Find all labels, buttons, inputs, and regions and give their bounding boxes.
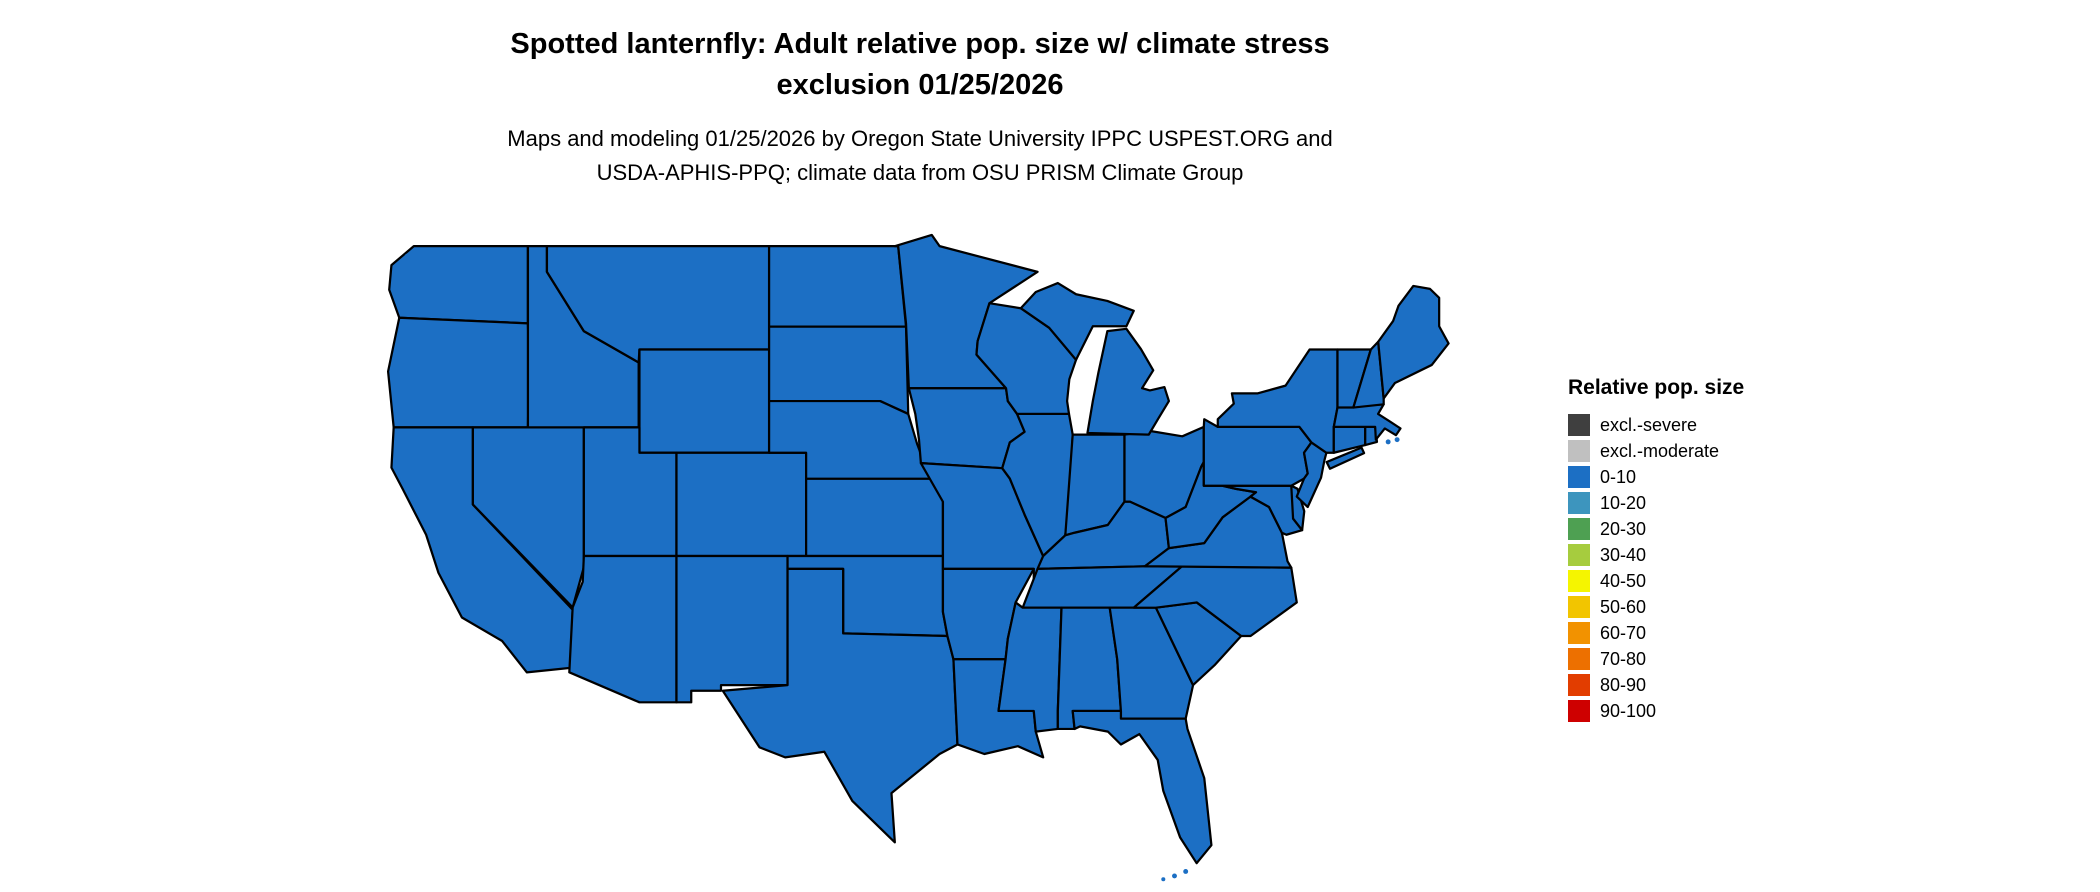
figure-subtitle: Maps and modeling 01/25/2026 by Oregon S… [0,122,1840,190]
legend-item-60-70: 60-70 [1568,620,1744,646]
legend-swatch [1568,596,1590,618]
legend-label: 60-70 [1600,623,1647,643]
state-kansas [805,477,945,558]
state-washington [388,245,530,325]
legend-label: 30-40 [1600,545,1647,565]
legend-label: excl.-severe [1600,415,1698,435]
state-oregon [386,316,531,429]
legend-item-80-90: 80-90 [1568,672,1744,698]
legend-label: 0-10 [1600,467,1637,487]
legend-item-70-80: 70-80 [1568,646,1744,672]
legend-label: 70-80 [1600,649,1647,669]
legend-swatch [1568,700,1590,722]
nantucket-island [1394,437,1400,443]
state-maine [1377,284,1450,400]
state-new-hampshire [1352,340,1385,409]
state-texas [721,567,959,844]
florida-keys-island [1172,873,1177,879]
legend-label: 40-50 [1600,571,1647,591]
legend-item-excl-moderate: excl.-moderate [1568,438,1744,464]
marthas-vineyard-island [1385,439,1391,445]
long-island [1325,446,1366,470]
state-colorado [675,451,808,558]
small-islands [404,253,1400,882]
legend-title: Relative pop. size [1568,376,1745,399]
legend-item-30-40: 30-40 [1568,542,1744,568]
legend-label: 50-60 [1600,597,1647,617]
legend-label: 90-100 [1600,701,1657,721]
legend-item-10-20: 10-20 [1568,490,1744,516]
state-delaware [1290,484,1306,532]
state-north-dakota [767,245,908,328]
state-massachusetts [1332,403,1402,441]
legend-label: 80-90 [1600,675,1647,695]
figure-title: Spotted lanternfly: Adult relative pop. … [0,24,1840,106]
state-florida [1071,709,1213,865]
legend-swatch [1568,518,1590,540]
legend-rows: excl.-severe excl.-moderate 0-10 10-20 20-30… [1568,412,1744,724]
legend-swatch [1568,674,1590,696]
legend-item-50-60: 50-60 [1568,594,1744,620]
state-new-mexico [675,554,789,704]
legend-label: excl.-moderate [1600,441,1720,461]
florida-keys-island [1161,877,1166,882]
us-choropleth-map [380,226,1460,886]
state-michigan-lower-peninsula [1086,327,1171,436]
state-illinois [1001,412,1074,558]
us-map-svg [386,233,1450,882]
legend-swatch [1568,440,1590,462]
legend-item-90-100: 90-100 [1568,698,1744,724]
legend-item-excl-severe: excl.-severe [1568,412,1744,438]
legend-swatch [1568,622,1590,644]
legend-label: 10-20 [1600,493,1647,513]
state-michigan-upper-peninsula [1019,281,1135,361]
state-pennsylvania [1202,418,1313,487]
legend-item-0-10: 0-10 [1568,464,1744,490]
state-wyoming [638,348,771,454]
state-new-jersey [1295,441,1328,509]
legend-swatch [1568,414,1590,436]
legend-swatch [1568,648,1590,670]
legend-item-20-30: 20-30 [1568,516,1744,542]
legend-label: 20-30 [1600,519,1647,539]
legend-swatch [1568,492,1590,514]
legend-swatch [1568,570,1590,592]
legend-swatch [1568,466,1590,488]
figure-subtitle-line1: Maps and modeling 01/25/2026 by Oregon S… [507,126,1333,151]
state-north-carolina [1132,565,1298,638]
figure-subtitle-line2: USDA-APHIS-PPQ; climate data from OSU PR… [596,160,1244,185]
san-juan-island [404,253,410,259]
figure-title-line1: Spotted lanternfly: Adult relative pop. … [510,28,1330,60]
legend-item-40-50: 40-50 [1568,568,1744,594]
legend-swatch [1568,544,1590,566]
florida-keys-island [1183,868,1189,874]
legend: Relative pop. size excl.-severe excl.-mod… [1568,376,1744,724]
figure-title-line2: exclusion 01/25/2026 [776,69,1064,101]
state-arizona [568,554,678,704]
